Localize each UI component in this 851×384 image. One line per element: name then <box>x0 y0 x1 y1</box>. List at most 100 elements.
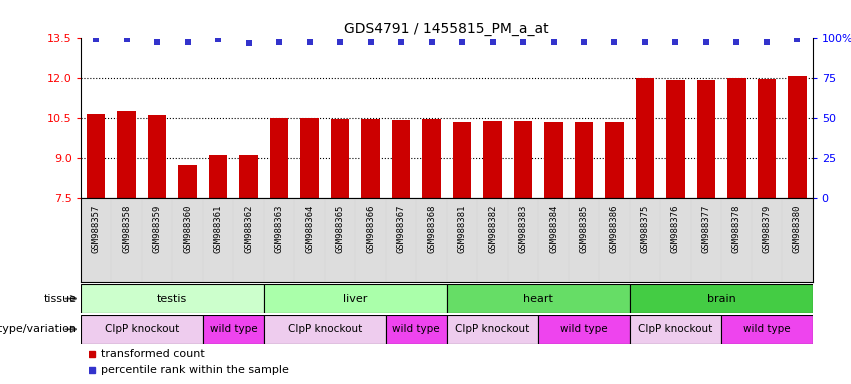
Text: GSM988360: GSM988360 <box>183 205 192 253</box>
Bar <box>447 284 630 313</box>
Text: GSM988362: GSM988362 <box>244 205 253 253</box>
Point <box>394 39 408 45</box>
Point <box>517 39 530 45</box>
Text: ClpP knockout: ClpP knockout <box>288 324 362 334</box>
Point <box>546 39 560 45</box>
Bar <box>728 78 745 198</box>
Text: GSM988364: GSM988364 <box>305 205 314 253</box>
Text: GSM988359: GSM988359 <box>152 205 162 253</box>
Point <box>425 39 438 45</box>
Bar <box>538 315 630 344</box>
Text: GSM988380: GSM988380 <box>793 205 802 253</box>
Bar <box>331 119 349 198</box>
Point <box>791 36 804 42</box>
Point <box>211 36 225 42</box>
Text: wild type: wild type <box>392 324 440 334</box>
Text: GSM988357: GSM988357 <box>92 205 100 253</box>
Bar <box>81 284 264 313</box>
Point <box>151 39 164 45</box>
Bar <box>203 315 264 344</box>
Point <box>363 39 377 45</box>
Point <box>303 39 317 45</box>
Bar <box>630 284 813 313</box>
Point <box>760 39 774 45</box>
Point <box>669 39 683 45</box>
Bar <box>300 118 318 198</box>
Text: GSM988383: GSM988383 <box>518 205 528 253</box>
Bar <box>721 315 813 344</box>
Bar <box>605 122 624 198</box>
Bar <box>270 118 288 198</box>
Text: GSM988363: GSM988363 <box>275 205 283 253</box>
Point <box>700 39 713 45</box>
Text: liver: liver <box>343 293 368 304</box>
Text: GSM988375: GSM988375 <box>641 205 649 253</box>
Point <box>608 39 621 45</box>
Bar <box>87 114 106 198</box>
Text: percentile rank within the sample: percentile rank within the sample <box>101 365 289 375</box>
Text: brain: brain <box>707 293 735 304</box>
Text: wild type: wild type <box>209 324 257 334</box>
Bar <box>447 315 538 344</box>
Bar <box>179 165 197 198</box>
Point <box>577 39 591 45</box>
Bar <box>148 116 166 198</box>
Point <box>272 39 286 45</box>
Bar <box>264 284 447 313</box>
Text: GSM988379: GSM988379 <box>762 205 772 253</box>
Text: ClpP knockout: ClpP knockout <box>638 324 712 334</box>
Bar <box>386 315 447 344</box>
Text: wild type: wild type <box>560 324 608 334</box>
Text: ClpP knockout: ClpP knockout <box>105 324 179 334</box>
Text: GSM988378: GSM988378 <box>732 205 741 253</box>
Text: tissue: tissue <box>43 293 77 304</box>
Text: GSM988384: GSM988384 <box>549 205 558 253</box>
Text: GSM988381: GSM988381 <box>458 205 466 253</box>
Bar <box>757 79 776 198</box>
Text: GSM988366: GSM988366 <box>366 205 375 253</box>
Text: GSM988365: GSM988365 <box>335 205 345 253</box>
Bar <box>483 121 501 198</box>
Bar <box>239 155 258 198</box>
Text: GSM988368: GSM988368 <box>427 205 436 253</box>
Point <box>120 36 134 42</box>
Bar <box>636 78 654 198</box>
Point <box>486 39 500 45</box>
Bar <box>514 121 532 198</box>
Bar <box>81 315 203 344</box>
Bar <box>630 315 721 344</box>
Bar <box>422 119 441 198</box>
Point <box>455 39 469 45</box>
Text: GSM988367: GSM988367 <box>397 205 406 253</box>
Text: transformed count: transformed count <box>101 349 205 359</box>
Text: genotype/variation: genotype/variation <box>0 324 77 334</box>
Text: GSM988376: GSM988376 <box>671 205 680 253</box>
Text: GSM988386: GSM988386 <box>610 205 619 253</box>
Bar <box>117 111 135 198</box>
Bar <box>574 121 593 198</box>
Text: GSM988361: GSM988361 <box>214 205 223 253</box>
Bar <box>391 120 410 198</box>
Bar <box>209 155 227 198</box>
Text: GSM988382: GSM988382 <box>488 205 497 253</box>
Text: GSM988385: GSM988385 <box>580 205 589 253</box>
Bar <box>788 76 807 198</box>
Bar <box>453 122 471 198</box>
Text: ClpP knockout: ClpP knockout <box>455 324 529 334</box>
Point <box>334 39 347 45</box>
Point <box>242 40 255 46</box>
Text: heart: heart <box>523 293 553 304</box>
Bar <box>264 315 386 344</box>
Point <box>638 39 652 45</box>
Text: testis: testis <box>157 293 187 304</box>
Point <box>180 39 194 45</box>
Bar <box>545 122 563 198</box>
Text: wild type: wild type <box>743 324 791 334</box>
Bar <box>697 79 715 198</box>
Bar <box>666 79 684 198</box>
Text: GSM988377: GSM988377 <box>701 205 711 253</box>
Bar <box>362 119 380 198</box>
Title: GDS4791 / 1455815_PM_a_at: GDS4791 / 1455815_PM_a_at <box>345 22 549 36</box>
Point <box>89 36 103 42</box>
Point <box>729 39 743 45</box>
